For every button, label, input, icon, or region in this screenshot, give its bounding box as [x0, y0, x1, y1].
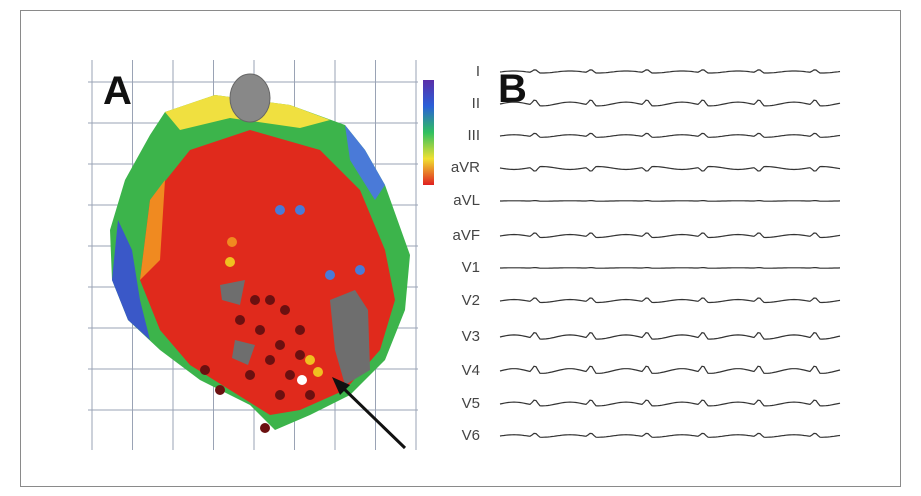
ecg-trace	[499, 99, 841, 107]
lead-label: aVR	[451, 159, 480, 176]
ecg-trace	[499, 365, 841, 374]
map-point	[255, 325, 265, 335]
map-point	[265, 295, 275, 305]
ecg-trace	[499, 432, 841, 438]
lead-label: II	[472, 95, 480, 112]
map-point	[275, 205, 285, 215]
ecg-trace	[499, 232, 841, 239]
ecg-trace	[500, 200, 841, 202]
ecg-trace	[500, 267, 841, 269]
color-bar	[423, 80, 434, 185]
map-blue-edge	[112, 220, 150, 340]
map-point	[265, 355, 275, 365]
map-red-zone	[140, 130, 395, 415]
panel-label: A	[103, 69, 132, 113]
map-point	[235, 315, 245, 325]
map-point	[215, 385, 225, 395]
map-blue-rim	[345, 125, 385, 200]
map-point	[280, 305, 290, 315]
map-point	[200, 365, 210, 375]
ecg-trace	[499, 399, 841, 407]
head-icon	[229, 73, 271, 123]
ecg-trace	[499, 69, 841, 74]
lead-label: V6	[462, 427, 480, 444]
map-point	[305, 390, 315, 400]
lead-label: V2	[462, 292, 480, 309]
map-point	[355, 265, 365, 275]
lead-label: III	[467, 127, 480, 144]
ecg-trace	[499, 165, 841, 172]
lead-label: V3	[462, 328, 480, 345]
panel-label: B	[498, 67, 527, 111]
ecg-trace	[499, 297, 841, 304]
map-point	[313, 367, 323, 377]
map-point	[225, 257, 235, 267]
map-point	[245, 370, 255, 380]
lead-label: I	[476, 63, 480, 80]
map-point	[295, 205, 305, 215]
map-point	[227, 237, 237, 247]
map-point	[295, 350, 305, 360]
arrow-head	[332, 377, 350, 395]
map-panel: A	[88, 60, 434, 450]
ecg-trace	[499, 132, 841, 138]
map-point	[285, 370, 295, 380]
arrow-shaft	[338, 383, 407, 450]
lead-label: V5	[462, 395, 480, 412]
map-point	[260, 423, 270, 433]
map-point	[325, 270, 335, 280]
map-point	[297, 375, 307, 385]
map-point	[295, 325, 305, 335]
lead-label: V1	[462, 259, 480, 276]
map-point	[275, 390, 285, 400]
map-points	[200, 205, 365, 433]
map-scar-1	[330, 290, 370, 385]
lead-label: aVF	[452, 227, 480, 244]
lead-label: aVL	[453, 192, 480, 209]
map-point	[305, 355, 315, 365]
ecg-trace	[499, 332, 841, 340]
map-scar-2	[220, 280, 245, 305]
map-point	[250, 295, 260, 305]
lead-label: V4	[462, 362, 480, 379]
map-point	[275, 340, 285, 350]
map-scar-3	[232, 340, 255, 365]
map-orange-zone	[140, 180, 165, 280]
